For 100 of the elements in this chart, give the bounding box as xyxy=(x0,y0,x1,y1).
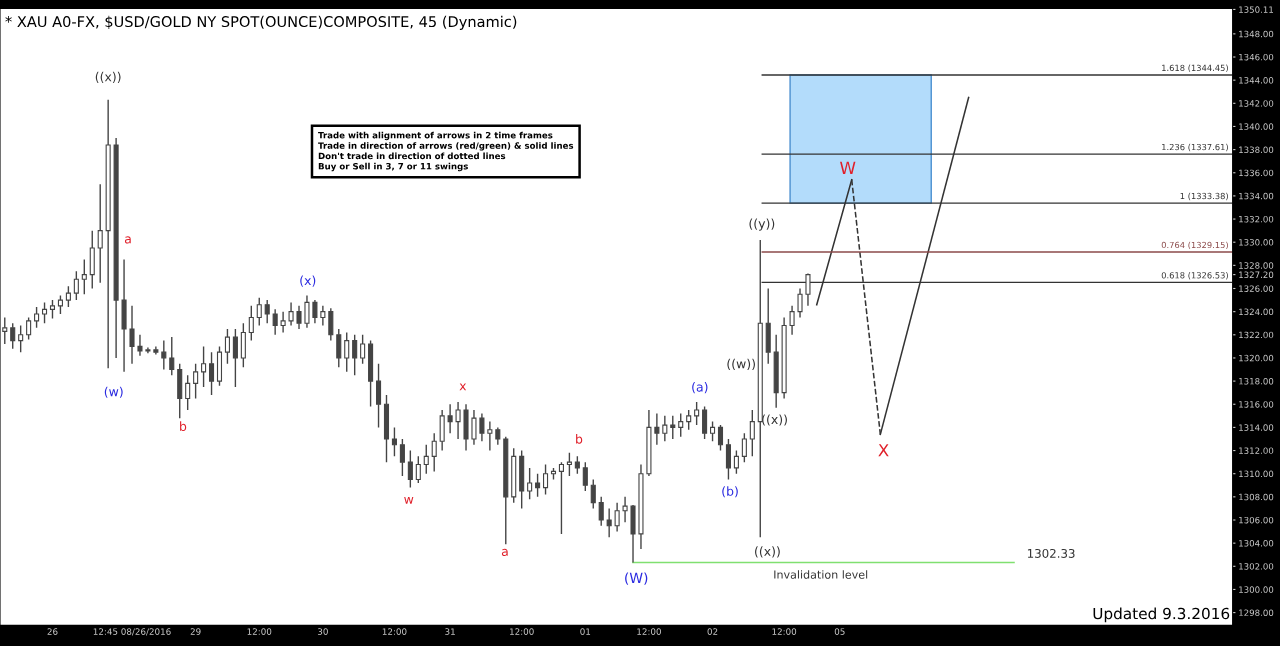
candlestick xyxy=(344,331,350,373)
candlestick xyxy=(81,258,87,295)
candlestick xyxy=(312,299,318,324)
y-tick-label: 1340.00 xyxy=(1239,123,1274,130)
candlestick xyxy=(423,444,429,475)
y-tick-label: 1344.00 xyxy=(1239,77,1274,84)
y-tick-label: 1298.00 xyxy=(1239,609,1274,616)
x-tick-label: 01 xyxy=(580,628,591,635)
candlestick xyxy=(272,308,278,336)
candlestick xyxy=(97,183,103,284)
candlestick xyxy=(773,334,779,409)
candlestick xyxy=(558,461,564,535)
y-tick-label: 1302.00 xyxy=(1239,563,1274,570)
candlestick xyxy=(654,412,660,446)
annotation: Invalidation level xyxy=(774,570,868,579)
y-tick-label: 1342.00 xyxy=(1239,100,1274,107)
y-tick-label: 1304.00 xyxy=(1239,540,1274,547)
annotation: Trade with alignment of arrows in 2 time frames Trade in direction of arrows (red/green) & solid lines Don't trade in direction of dotted lines Buy or Sell in 3, 7 or 11 swings xyxy=(318,131,574,172)
y-tick-label: 1330.00 xyxy=(1239,239,1274,246)
y-tick-label: 1318.00 xyxy=(1239,377,1274,385)
annotation: ((w)) xyxy=(727,358,755,370)
x-tick-label: 30 xyxy=(317,628,328,635)
candlestick xyxy=(391,426,397,458)
candlestick xyxy=(383,394,390,463)
chart-title: * XAU A0-FX, $USD/GOLD NY SPOT(OUNCE)COMPOSITE, 45 (Dynamic) xyxy=(5,15,517,30)
candlestick xyxy=(320,305,326,327)
annotation: (b) xyxy=(722,486,738,498)
annotation: b xyxy=(576,434,583,444)
y-tick-label: 1320.00 xyxy=(1239,354,1274,362)
y-tick-label: 1327.20 xyxy=(1239,271,1274,279)
candlestick xyxy=(805,274,811,307)
y-tick-label: 1334.00 xyxy=(1239,192,1274,200)
candlestick xyxy=(208,351,215,396)
candlestick xyxy=(296,305,302,330)
annotation: w xyxy=(404,496,414,504)
ref-line-label: 1302.33 xyxy=(1027,548,1075,558)
x-tick-label: 12:00 xyxy=(510,628,534,635)
y-tick-label: 1346.00 xyxy=(1239,53,1274,61)
x-tick-label: 12:45 08/26/2016 xyxy=(93,628,171,636)
candlestick xyxy=(479,412,485,442)
candlestick xyxy=(248,305,254,342)
annotation: ((y)) xyxy=(749,218,775,231)
x-tick-label: 26 xyxy=(47,628,58,635)
x-tick-label: 05 xyxy=(834,628,845,635)
candlestick xyxy=(201,345,207,388)
x-tick-label: 31 xyxy=(445,628,455,635)
candlestick xyxy=(781,316,787,400)
candlestick xyxy=(638,463,644,550)
candlestick xyxy=(145,346,151,355)
candlestick xyxy=(368,339,374,408)
y-tick-label: 1308.00 xyxy=(1239,493,1274,501)
y-tick-label: 1336.00 xyxy=(1239,169,1274,177)
y-tick-label: 1326.00 xyxy=(1239,285,1274,292)
candlestick xyxy=(749,409,755,458)
x-tick-label: 29 xyxy=(190,628,201,635)
candlestick xyxy=(375,363,382,429)
candlestick xyxy=(89,229,95,290)
candlestick xyxy=(193,363,199,400)
x-tick-label: 12:00 xyxy=(637,628,661,635)
y-tick-label: 1306.00 xyxy=(1239,516,1274,524)
candlestick xyxy=(18,324,24,353)
candlestick xyxy=(662,415,668,442)
candlestick xyxy=(527,467,533,500)
y-tick-label: 1348.00 xyxy=(1239,30,1274,38)
candlestick xyxy=(129,305,135,365)
annotation: (w) xyxy=(104,386,123,398)
candlestick xyxy=(137,334,143,357)
candlestick xyxy=(161,339,167,371)
ref-line-label: 1 (1333.38) xyxy=(1180,192,1228,201)
candlestick xyxy=(447,403,453,434)
candlestick xyxy=(630,505,636,564)
candlestick xyxy=(105,99,111,370)
candlestick xyxy=(622,496,628,524)
candlestick xyxy=(113,137,119,359)
candlestick xyxy=(399,438,405,477)
annotation: W xyxy=(840,161,856,174)
annotation: Updated 9.3.2016 xyxy=(1093,607,1230,623)
y-tick-label: 1332.00 xyxy=(1239,215,1274,223)
annotation: ((x)) xyxy=(755,546,780,558)
candlestick xyxy=(232,328,238,388)
ref-line-label: 0.618 (1326.53) xyxy=(1161,272,1228,280)
y-tick-label: 1312.00 xyxy=(1239,447,1274,454)
y-tick-label: 1300.00 xyxy=(1239,586,1274,593)
y-tick-label: 1324.00 xyxy=(1239,308,1274,316)
candlestick xyxy=(670,415,676,440)
y-tick-label: 1316.00 xyxy=(1239,401,1274,408)
annotation: (x) xyxy=(300,275,316,287)
y-tick-label: 1322.00 xyxy=(1239,331,1274,339)
x-tick-label: 02 xyxy=(707,628,718,635)
y-tick-label: 1350.11 xyxy=(1239,6,1274,13)
candlestick xyxy=(471,409,477,446)
annotation: (W) xyxy=(625,572,648,585)
candlestick xyxy=(185,374,191,411)
candlestick xyxy=(487,420,493,452)
annotation: X xyxy=(878,444,889,457)
candlestick xyxy=(646,409,652,477)
candlestick xyxy=(288,301,294,327)
x-tick-label: 12:00 xyxy=(247,628,272,635)
candlestick xyxy=(169,336,175,377)
candlestick xyxy=(352,334,358,377)
